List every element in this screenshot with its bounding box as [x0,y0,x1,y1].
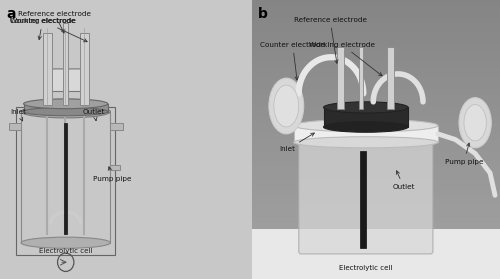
Bar [252,223,500,229]
Bar [252,56,500,61]
Bar [252,212,500,218]
FancyBboxPatch shape [110,123,123,130]
FancyBboxPatch shape [298,137,433,254]
Bar [252,39,500,45]
Bar [252,112,500,117]
Ellipse shape [464,105,486,141]
Bar [252,123,500,128]
Ellipse shape [24,99,108,109]
Bar [252,151,500,156]
Text: Working electrode: Working electrode [10,18,87,42]
Text: Electrolytic cell: Electrolytic cell [39,248,92,254]
Bar [252,50,500,56]
Text: Counter electrode: Counter electrode [260,42,326,80]
FancyBboxPatch shape [338,47,344,109]
Bar [252,262,500,268]
Text: Counter electrode: Counter electrode [10,18,76,40]
Bar [252,167,500,173]
FancyBboxPatch shape [360,151,366,248]
Bar [252,67,500,73]
Bar [252,156,500,162]
Bar [252,73,500,78]
Bar [252,184,500,190]
Ellipse shape [21,105,110,118]
Bar [252,106,500,112]
Bar [252,251,500,257]
Bar [252,257,500,262]
Text: Working electrode: Working electrode [309,42,382,76]
FancyBboxPatch shape [324,107,408,127]
FancyBboxPatch shape [294,126,438,142]
Bar [252,190,500,195]
Text: Reference electrode: Reference electrode [18,11,91,33]
Ellipse shape [301,133,430,146]
Ellipse shape [274,85,298,127]
Bar [252,33,500,39]
Text: Pump pipe: Pump pipe [445,143,484,165]
FancyBboxPatch shape [252,229,500,279]
Ellipse shape [459,98,492,148]
Bar [252,218,500,223]
Bar [252,273,500,279]
Ellipse shape [24,107,108,116]
Bar [252,89,500,95]
Bar [252,11,500,17]
Text: Pump pipe: Pump pipe [93,167,132,182]
Bar [252,95,500,100]
Bar [252,128,500,134]
Ellipse shape [324,122,408,132]
Bar [252,201,500,206]
Bar [252,78,500,84]
FancyBboxPatch shape [42,33,51,105]
Bar [252,134,500,140]
Bar [252,234,500,240]
Ellipse shape [294,119,438,132]
Ellipse shape [21,237,110,248]
Bar [252,240,500,246]
Text: Outlet: Outlet [392,171,415,190]
Ellipse shape [269,78,304,134]
Bar [252,17,500,22]
FancyBboxPatch shape [64,123,66,234]
Bar [252,28,500,33]
Bar [252,6,500,11]
Bar [252,268,500,273]
Bar [252,229,500,234]
FancyBboxPatch shape [21,112,110,243]
Text: Inlet: Inlet [10,109,26,121]
Bar [252,179,500,184]
Text: Electrolytic cell: Electrolytic cell [339,265,392,271]
Text: Outlet: Outlet [83,109,106,121]
Bar [252,206,500,212]
FancyBboxPatch shape [110,165,120,170]
FancyBboxPatch shape [46,69,86,92]
FancyBboxPatch shape [358,47,363,109]
Bar [252,100,500,106]
Bar [252,84,500,89]
Bar [252,117,500,123]
Ellipse shape [294,137,438,148]
Bar [252,61,500,67]
Bar [252,45,500,50]
Text: a: a [6,7,16,21]
Text: Reference electrode: Reference electrode [294,16,366,63]
Bar [252,22,500,28]
Bar [252,162,500,167]
Text: b: b [258,7,268,21]
FancyBboxPatch shape [387,47,394,109]
Bar [252,0,500,6]
FancyBboxPatch shape [24,104,108,112]
FancyBboxPatch shape [62,23,68,105]
FancyBboxPatch shape [80,33,89,105]
Bar [252,195,500,201]
Text: Inlet: Inlet [280,133,314,152]
Bar [252,140,500,145]
FancyBboxPatch shape [8,123,21,130]
Ellipse shape [324,102,408,113]
Bar [252,145,500,151]
Bar [252,173,500,179]
Bar [252,246,500,251]
